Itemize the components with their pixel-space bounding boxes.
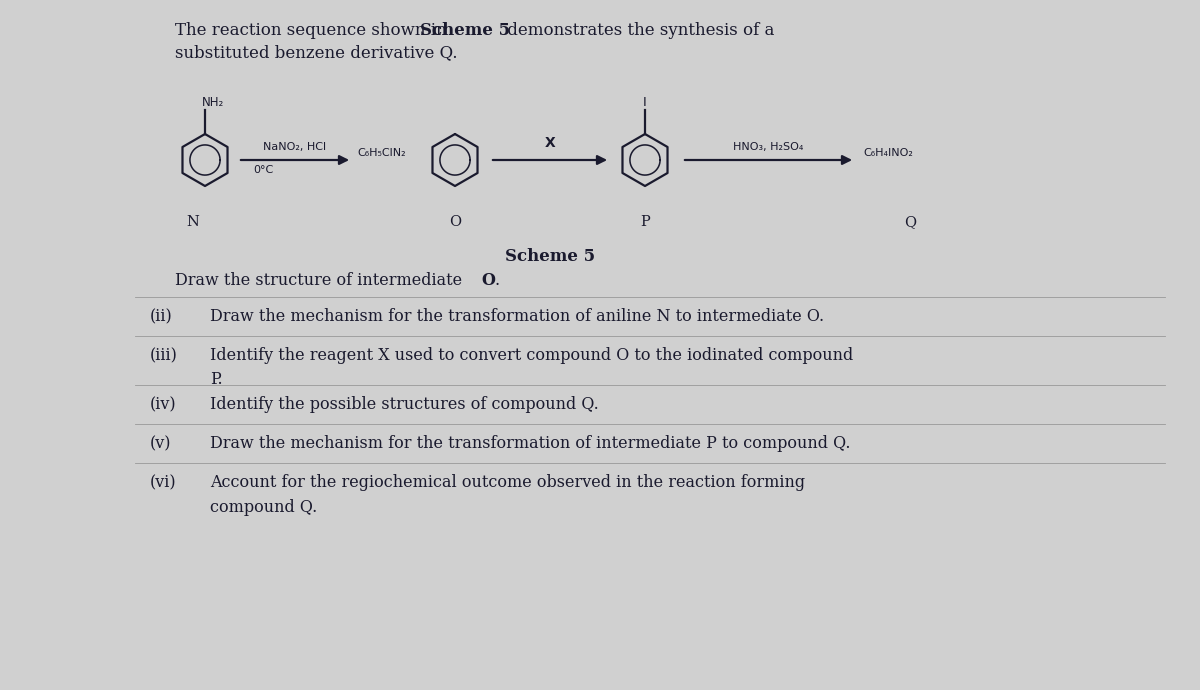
Text: C₆H₅ClN₂: C₆H₅ClN₂ bbox=[358, 148, 406, 158]
Text: compound Q.: compound Q. bbox=[210, 499, 317, 516]
Text: I: I bbox=[643, 96, 647, 109]
Text: (vi): (vi) bbox=[150, 474, 176, 491]
Text: (ii): (ii) bbox=[150, 308, 173, 325]
Text: Draw the mechanism for the transformation of aniline N to intermediate O.: Draw the mechanism for the transformatio… bbox=[210, 308, 824, 325]
Text: Scheme 5: Scheme 5 bbox=[420, 22, 511, 39]
Text: The reaction sequence shown in: The reaction sequence shown in bbox=[175, 22, 452, 39]
Text: P: P bbox=[640, 215, 650, 229]
Text: Draw the structure of intermediate: Draw the structure of intermediate bbox=[175, 272, 467, 289]
Text: N: N bbox=[186, 215, 199, 229]
Text: (iii): (iii) bbox=[150, 347, 178, 364]
Text: NaNO₂, HCl: NaNO₂, HCl bbox=[264, 142, 326, 152]
Text: Scheme 5: Scheme 5 bbox=[505, 248, 595, 265]
Text: demonstrates the synthesis of a: demonstrates the synthesis of a bbox=[502, 22, 774, 39]
Text: substituted benzene derivative Q.: substituted benzene derivative Q. bbox=[175, 44, 457, 61]
Text: NH₂: NH₂ bbox=[202, 96, 224, 109]
Text: C₆H₄INO₂: C₆H₄INO₂ bbox=[863, 148, 913, 158]
Text: Q: Q bbox=[904, 215, 916, 229]
Text: Draw the mechanism for the transformation of intermediate P to compound Q.: Draw the mechanism for the transformatio… bbox=[210, 435, 851, 452]
Text: (v): (v) bbox=[150, 435, 172, 452]
Text: (iv): (iv) bbox=[150, 396, 176, 413]
Text: O: O bbox=[481, 272, 496, 289]
Text: P.: P. bbox=[210, 371, 223, 388]
Text: X: X bbox=[545, 136, 556, 150]
Text: Account for the regiochemical outcome observed in the reaction forming: Account for the regiochemical outcome ob… bbox=[210, 474, 805, 491]
Text: HNO₃, H₂SO₄: HNO₃, H₂SO₄ bbox=[733, 142, 804, 152]
Text: O: O bbox=[449, 215, 461, 229]
Text: Identify the reagent X used to convert compound O to the iodinated compound: Identify the reagent X used to convert c… bbox=[210, 347, 853, 364]
Text: Identify the possible structures of compound Q.: Identify the possible structures of comp… bbox=[210, 396, 599, 413]
Text: 0°C: 0°C bbox=[253, 165, 274, 175]
Text: .: . bbox=[496, 272, 500, 289]
